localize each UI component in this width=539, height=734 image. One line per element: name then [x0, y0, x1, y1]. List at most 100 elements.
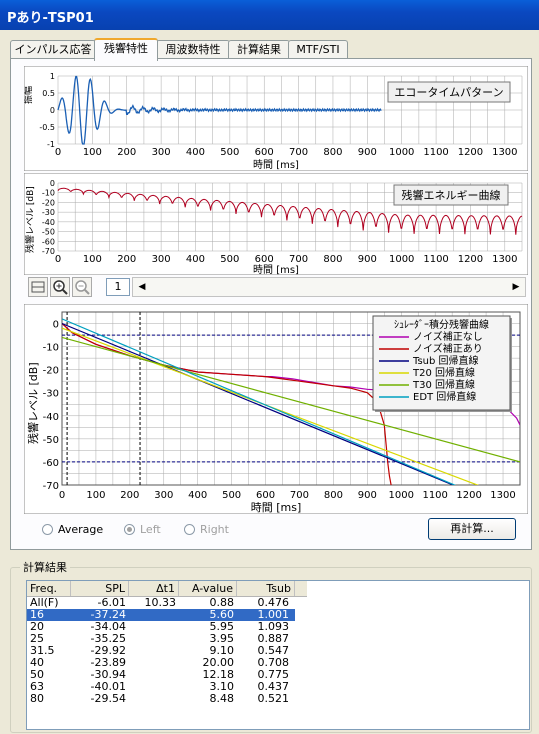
header-tsub[interactable]: Tsub: [237, 581, 295, 596]
x-tick-label: 300: [152, 254, 171, 265]
cell-tsub: 1.001: [257, 608, 290, 621]
table-row[interactable]: 40 -23.89 20.00 0.708: [27, 657, 295, 669]
echo-chart-label: エコータイムパターン: [394, 86, 503, 99]
series-line-4: [62, 336, 520, 463]
zoom-out-button[interactable]: [72, 277, 92, 297]
schroeder-xlabel: 時間 [ms]: [251, 501, 302, 514]
table-row[interactable]: 31.5 -29.92 9.10 0.547: [27, 645, 295, 657]
x-tick-label: 500: [222, 490, 241, 501]
cell-aval: 20.00: [202, 656, 235, 669]
header-avalue[interactable]: A-value: [179, 581, 237, 596]
table-row[interactable]: 50 -30.94 12.18 0.775: [27, 669, 295, 681]
fit-view-icon: [31, 281, 45, 293]
energy-xlabel: 時間 [ms]: [253, 264, 299, 275]
recalculate-button[interactable]: 再計算...: [428, 518, 516, 540]
y-tick-label: -40: [42, 218, 55, 227]
table-row[interactable]: All(F) -6.01 10.33 0.88 0.476: [27, 597, 295, 609]
cell-dt1: [129, 669, 176, 681]
cell-freq: 80: [30, 692, 44, 705]
cell-spl: -23.89: [90, 656, 126, 669]
y-tick-label: 0: [50, 106, 55, 115]
series-line-2: [62, 322, 455, 485]
radio-average[interactable]: Average: [42, 522, 103, 536]
x-tick-label: 300: [152, 147, 171, 158]
cell-tsub: 0.708: [257, 656, 290, 669]
header-freq[interactable]: Freq.: [27, 581, 71, 596]
x-tick-label: 1300: [492, 147, 517, 158]
page-number-field[interactable]: 1: [106, 278, 130, 296]
cell-tsub: 1.093: [257, 620, 290, 633]
cell-dt1: [129, 645, 176, 657]
fit-view-button[interactable]: [28, 277, 48, 297]
radio-right[interactable]: Right: [184, 522, 229, 536]
x-tick-label: 400: [186, 254, 205, 265]
x-tick-label: 600: [256, 490, 275, 501]
schroeder-ylabel: 残響レベル [dB]: [26, 362, 40, 444]
series-line-3: [62, 327, 480, 485]
x-tick-label: 900: [358, 490, 377, 501]
x-tick-label: 200: [117, 147, 136, 158]
x-tick-label: 1100: [423, 254, 448, 265]
cell-tsub: 0.887: [257, 632, 290, 645]
cell-dt1: [129, 609, 176, 621]
cell-aval: 0.88: [209, 596, 235, 609]
radio-average-dot: [42, 523, 53, 535]
table-row[interactable]: 25 -35.25 3.95 0.887: [27, 633, 295, 645]
x-tick-label: 700: [289, 147, 308, 158]
legend-entry: EDT 回帰直線: [413, 390, 476, 403]
energy-decay-chart: 残響エネルギー曲線 残響レベル [dB] 0-10-20-30-40-50-60…: [24, 173, 528, 275]
tab-calc-results[interactable]: 計算結果: [228, 40, 290, 59]
table-row[interactable]: 80 -29.54 8.48 0.521: [27, 693, 295, 705]
cell-freq: 63: [30, 680, 44, 693]
x-tick-label: 700: [290, 490, 309, 501]
radio-right-label: Right: [200, 522, 229, 536]
radio-left[interactable]: Left: [124, 522, 161, 536]
cell-dt1: [129, 693, 176, 705]
cell-dt1: [129, 633, 176, 645]
radio-left-label: Left: [140, 522, 161, 536]
zoom-in-button[interactable]: [50, 277, 70, 297]
table-row[interactable]: 16 -37.24 5.60 1.001: [27, 609, 295, 621]
x-tick-label: 400: [188, 490, 207, 501]
results-table[interactable]: Freq. SPL Δt1 A-value Tsub All(F) -6.01 10…: [26, 580, 530, 730]
y-tick-label: -70: [42, 247, 55, 256]
cell-aval: 9.10: [209, 644, 235, 657]
echo-xlabel: 時間 [ms]: [253, 159, 299, 171]
results-group-label: 計算結果: [20, 559, 70, 575]
cell-spl: -34.04: [90, 620, 126, 633]
x-tick-label: 500: [220, 147, 239, 158]
x-tick-label: 1200: [458, 254, 483, 265]
cell-tsub: 0.521: [257, 692, 290, 705]
x-tick-label: 1000: [389, 147, 414, 158]
cell-spl: -37.24: [90, 608, 126, 621]
horizontal-scrollbar[interactable]: ◀ ▶: [132, 277, 526, 297]
scroll-right-icon[interactable]: ▶: [512, 282, 520, 292]
cell-spl: -6.01: [97, 596, 126, 609]
tab-frequency[interactable]: 周波数特性: [156, 40, 230, 59]
tab-mtf-sti[interactable]: MTF/STI: [288, 40, 348, 59]
series-line-1: [62, 323, 392, 485]
x-tick-label: 800: [323, 147, 342, 158]
y-tick-label: -20: [43, 366, 59, 377]
header-dt1[interactable]: Δt1: [129, 581, 179, 596]
cell-aval: 5.95: [209, 620, 235, 633]
x-tick-label: 200: [120, 490, 139, 501]
scroll-left-icon[interactable]: ◀: [138, 282, 146, 292]
legend-entry: ノイズ補正あり: [413, 342, 483, 355]
legend-entry: T20 回帰直線: [412, 366, 475, 379]
cell-dt1: [129, 621, 176, 633]
header-spl[interactable]: SPL: [71, 581, 129, 596]
tab-impulse-response[interactable]: インパルス応答: [10, 40, 96, 59]
table-row[interactable]: 63 -40.01 3.10 0.437: [27, 681, 295, 693]
legend-title: ｼｭﾚｰﾀﾞｰ積分残響曲線: [394, 318, 489, 331]
y-tick-label: -30: [42, 208, 55, 217]
x-tick-label: 600: [255, 254, 274, 265]
x-tick-label: 600: [255, 147, 274, 158]
energy-ylabel: 残響レベル [dB]: [24, 186, 36, 253]
cell-spl: -29.92: [90, 644, 126, 657]
tab-reverberation[interactable]: 残響特性: [94, 38, 158, 61]
table-row[interactable]: 20 -34.04 5.95 1.093: [27, 621, 295, 633]
cell-freq: 40: [30, 656, 44, 669]
legend-box: [372, 315, 511, 411]
